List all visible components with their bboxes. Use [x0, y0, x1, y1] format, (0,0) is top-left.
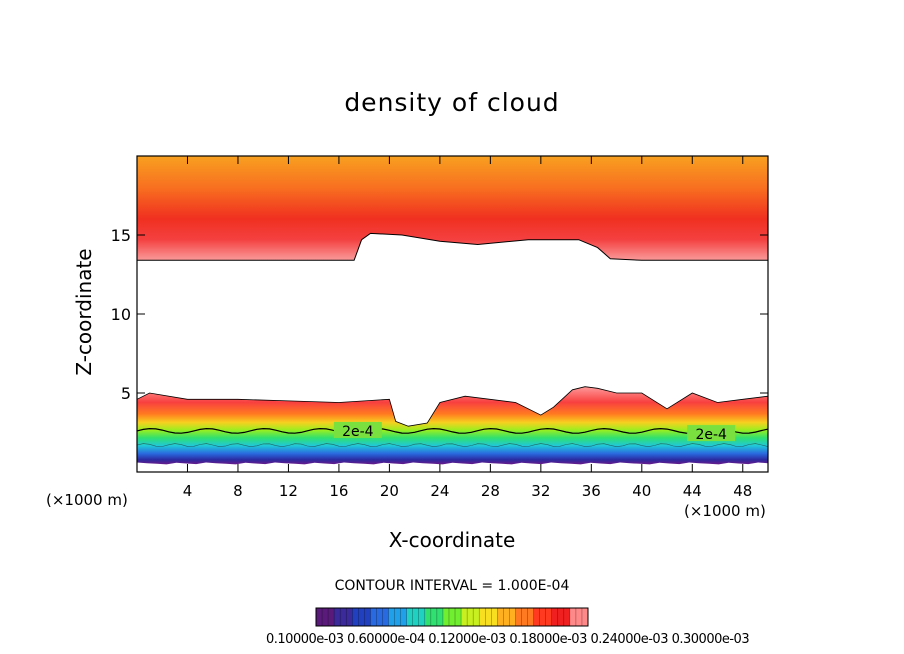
y-tick-label: 5 — [121, 384, 131, 403]
upper-layer-contour — [137, 232, 768, 261]
x-tick-label: 4 — [183, 482, 193, 500]
contour-label: 2e-4 — [342, 424, 374, 440]
x-tick-label: 40 — [632, 482, 651, 500]
contour-inner — [136, 443, 769, 448]
colorbar-swatch — [406, 608, 426, 626]
contour-label-bg — [687, 425, 736, 442]
colorbar-swatch — [370, 608, 389, 626]
colorbar-swatch — [334, 608, 353, 626]
x-tick-label: 20 — [380, 482, 399, 500]
x-axis-label: X-coordinate — [388, 528, 516, 552]
upper-cloud-layer — [137, 156, 768, 261]
x-tick-label: 36 — [582, 482, 601, 500]
colorbar-swatch — [442, 608, 462, 626]
x-unit-left: (×1000 m) — [46, 491, 128, 509]
x-tick-label: 16 — [329, 482, 348, 500]
colorbar-swatch — [551, 608, 571, 626]
contour-label: 2e-4 — [695, 427, 727, 443]
lower-layer-outline — [136, 386, 769, 427]
colorbar-swatch — [461, 608, 480, 626]
x-tick-label: 32 — [531, 482, 550, 500]
contour-label-bg — [333, 421, 382, 438]
colorbar-swatch — [352, 608, 371, 626]
y-tick-label: 10 — [111, 305, 131, 324]
colorbar-swatch — [424, 608, 444, 626]
colorbar-swatch — [388, 608, 408, 626]
contour-2e-4 — [136, 427, 769, 434]
lower-cloud-layer — [137, 386, 768, 465]
colorbar-frame — [315, 607, 589, 627]
chart-title: density of cloud — [344, 88, 560, 117]
x-tick-label: 8 — [233, 482, 243, 500]
contour-interval-text: CONTOUR INTERVAL = 1.000E-04 — [334, 578, 570, 594]
colorbar-labels: 0.10000e-03 0.60000e-04 0.12000e-03 0.18… — [266, 632, 750, 647]
x-tick-label: 48 — [733, 482, 752, 500]
x-tick-label: 28 — [481, 482, 500, 500]
y-axis-label: Z-coordinate — [72, 248, 96, 376]
x-tick-label: 44 — [683, 482, 702, 500]
x-unit-right: (×1000 m) — [684, 502, 766, 520]
colorbar-swatch — [515, 608, 535, 626]
colorbar-swatch — [569, 608, 589, 626]
x-tick-label: 12 — [279, 482, 298, 500]
y-tick-label: 15 — [111, 226, 131, 245]
x-tick-label: 24 — [430, 482, 449, 500]
colorbar-swatch — [316, 608, 335, 626]
colorbar-swatch — [497, 608, 516, 626]
colorbar-swatch — [533, 608, 553, 626]
colorbar-swatch — [479, 608, 498, 626]
